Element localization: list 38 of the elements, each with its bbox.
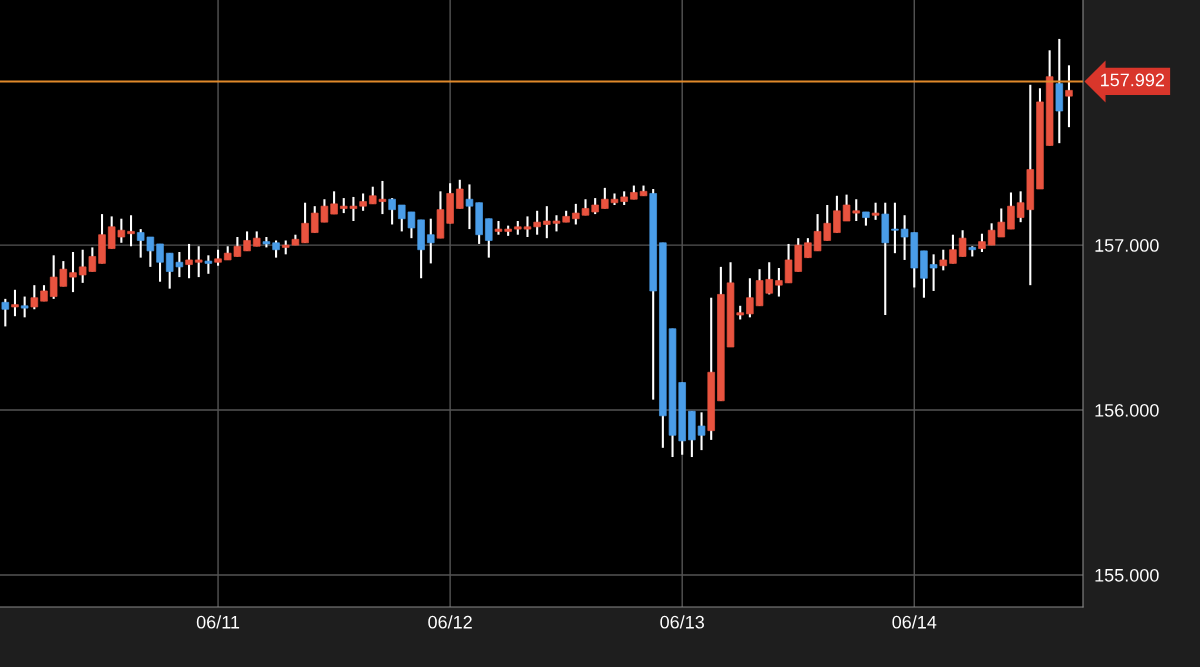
candlestick [746,277,754,319]
x-tick-label: 06/14 [892,615,937,629]
x-tick-label: 06/11 [196,615,240,629]
candlestick [1065,64,1073,129]
candlestick [330,190,338,216]
candlestick [388,197,396,226]
candlestick [775,266,783,298]
candlestick [1,297,10,328]
candlestick [185,242,193,280]
candlestick [958,229,967,258]
candlestick [20,295,29,319]
candlestick [127,214,135,248]
candlestick [833,194,841,234]
candlestick [929,253,938,292]
candlestick [1007,191,1015,231]
candlestick [949,233,957,265]
candlestick [465,183,474,231]
candlestick [891,201,899,255]
candlestick [804,237,812,259]
candlestick [485,217,493,259]
candlestick [156,242,164,283]
candlestick [427,217,435,265]
candlestick [204,254,213,275]
candlestick [301,201,309,244]
x-tick-label: 06/13 [660,615,704,629]
candlestick [11,288,19,318]
x-tick-label: 06/12 [428,615,472,629]
candlestick [194,245,203,279]
candlestick [978,232,986,254]
y-tick-label: 156.000 [1095,403,1159,417]
y-tick-label: 155.000 [1095,568,1159,582]
candlestick [939,248,948,272]
candlestick [243,230,251,252]
ref-line-label: 157.992 [1101,73,1165,87]
candlestick [456,178,464,210]
candlestick [30,284,39,311]
candlestick [69,250,77,294]
y-tick-label: 157.000 [1095,239,1159,252]
